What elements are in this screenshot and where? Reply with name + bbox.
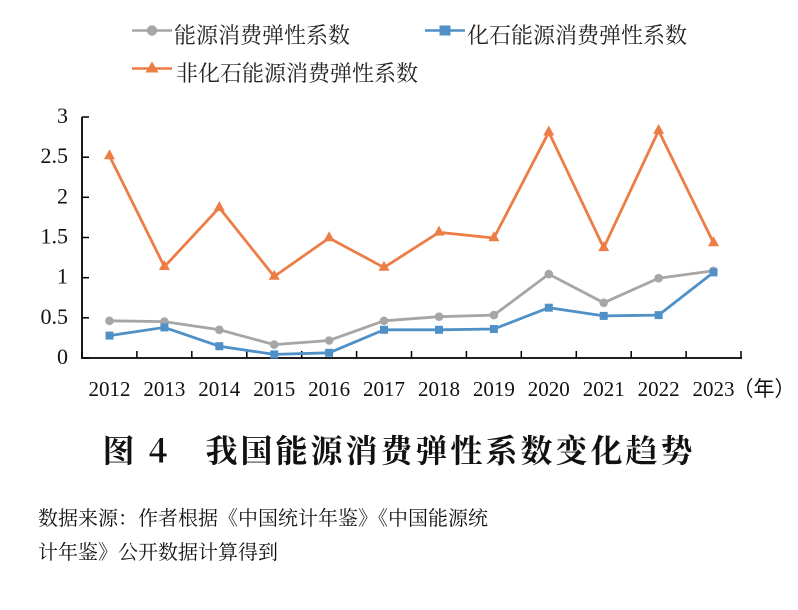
svg-text:2020: 2020 [528,377,570,400]
svg-text:2: 2 [57,183,68,208]
svg-text:（年）: （年） [733,377,796,400]
svg-text:2012: 2012 [89,377,131,400]
svg-text:1.5: 1.5 [41,224,69,249]
svg-text:2014: 2014 [198,377,241,400]
svg-text:2023: 2023 [693,377,735,400]
svg-text:2013: 2013 [143,377,185,400]
svg-text:1: 1 [57,264,68,289]
svg-text:2017: 2017 [363,377,405,400]
svg-text:2022: 2022 [638,377,680,400]
svg-text:2016: 2016 [308,377,350,400]
svg-text:2019: 2019 [473,377,515,400]
svg-text:2015: 2015 [253,377,295,400]
svg-text:3: 3 [57,103,68,128]
svg-text:0: 0 [57,344,68,369]
svg-text:2.5: 2.5 [41,143,69,168]
svg-text:0.5: 0.5 [41,304,69,329]
svg-text:2018: 2018 [418,377,460,400]
svg-text:2021: 2021 [583,377,625,400]
